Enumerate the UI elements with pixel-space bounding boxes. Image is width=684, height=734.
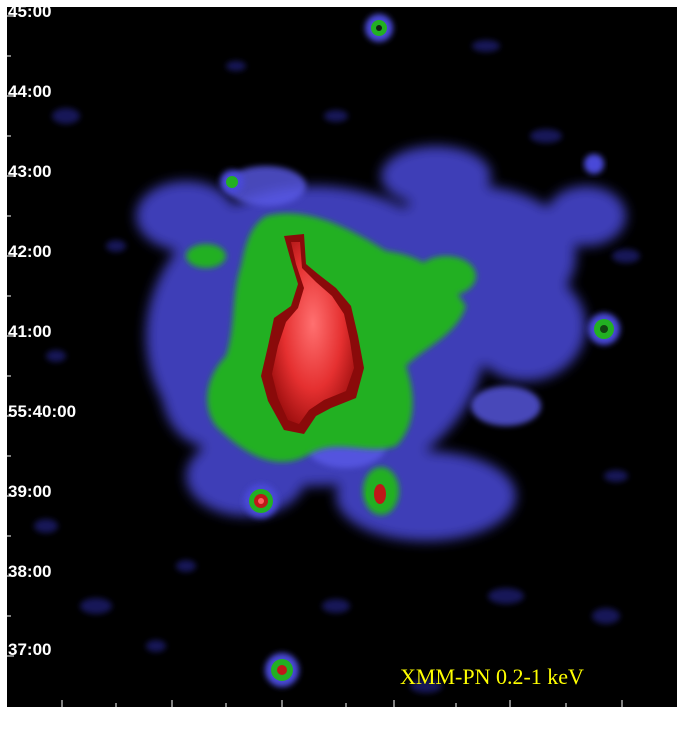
dec-label: 42:00 (8, 242, 52, 261)
dec-label: 41:00 (8, 322, 52, 341)
red-core (261, 234, 364, 434)
ra-label: 20 (56, 704, 76, 723)
ra-label: 10 (168, 704, 188, 723)
dec-label: 37:00 (8, 640, 52, 659)
dec-label: 39:00 (8, 482, 52, 501)
ra-label: 10:02:00 (251, 704, 321, 723)
dec-label: 43:00 (8, 162, 52, 181)
dec-label: 38:00 (8, 562, 52, 581)
xray-image (6, 6, 678, 708)
ra-label: 30 (616, 704, 636, 723)
dec-label: 44:00 (8, 82, 52, 101)
xray-emission-map (6, 14, 640, 708)
image-caption: XMM-PN 0.2-1 keV (400, 664, 584, 689)
dec-label: 55:40:00 (8, 402, 77, 421)
background-noise (34, 40, 640, 693)
ra-label: 40 (504, 704, 524, 723)
point-sources (220, 14, 620, 687)
ra-label: 50 (390, 704, 410, 723)
dec-label: 45:00 (8, 2, 52, 21)
